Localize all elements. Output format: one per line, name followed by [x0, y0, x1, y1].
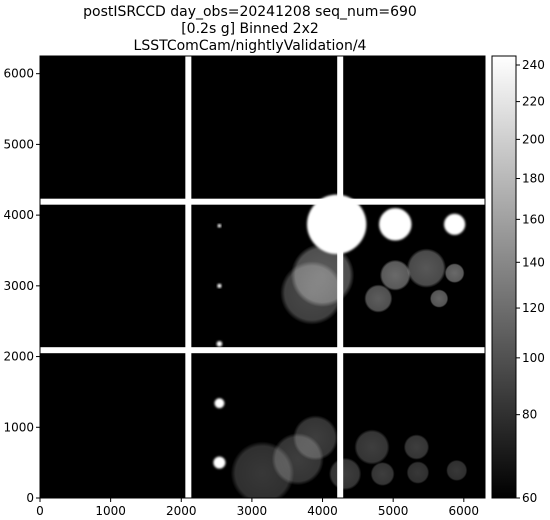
ghost-halo	[379, 259, 411, 291]
bright-source	[213, 456, 226, 469]
y-tick-label: 6000	[3, 67, 34, 81]
y-tick-label: 0	[26, 491, 34, 505]
ghost-halo	[403, 434, 430, 460]
detector-gap-horizontal	[40, 347, 485, 354]
colorbar-tick-label: 220	[522, 95, 545, 109]
colorbar-tick-label: 60	[522, 491, 537, 505]
plot-frame	[39, 55, 486, 499]
bright-source	[217, 223, 222, 228]
plot-area	[40, 56, 485, 506]
ghost-halo	[429, 289, 449, 308]
ghost-halo	[328, 457, 362, 491]
colorbar-tick-label: 120	[522, 301, 545, 315]
x-tick-label: 3000	[237, 504, 268, 518]
colorbar: 60 80 100 120 140 160 180 200 220 240	[491, 55, 545, 505]
detector-gap-horizontal	[40, 198, 485, 205]
y-tick-label: 4000	[3, 208, 34, 222]
y-tick-label: 2000	[3, 350, 34, 364]
ghost-halo	[446, 459, 468, 482]
bright-source	[217, 283, 222, 288]
chart-title-line-2: [0.2s g] Binned 2x2	[181, 21, 319, 37]
detector-gap-vertical	[185, 56, 192, 498]
bright-source	[216, 341, 223, 347]
x-tick-label: 1000	[95, 504, 126, 518]
ghost-halo	[370, 461, 395, 486]
colorbar-tick-label: 240	[522, 58, 545, 72]
x-tick-label: 2000	[166, 504, 197, 518]
colorbar-tick-label: 160	[522, 212, 545, 226]
chart-title-line-3: LSSTComCam/nightlyValidation/4	[133, 38, 367, 54]
y-tick-label: 3000	[3, 279, 34, 293]
x-tick-label: 4000	[307, 504, 338, 518]
bright-source	[307, 194, 367, 254]
ghost-halo	[364, 284, 393, 313]
ghost-halo	[354, 429, 390, 465]
x-tick-label: 6000	[449, 504, 480, 518]
ghost-halo	[406, 461, 430, 484]
colorbar-gradient	[491, 55, 517, 499]
ghost-halo	[280, 261, 344, 325]
ghost-halo	[444, 263, 465, 283]
colorbar-tick-label: 80	[522, 408, 537, 422]
colorbar-tick-label: 140	[522, 255, 545, 269]
colorbar-tick-label: 100	[522, 351, 545, 365]
bright-source	[214, 398, 225, 409]
ghost-halo	[406, 248, 447, 288]
bright-source	[444, 213, 466, 235]
chart-title-line-1: postISRCCD day_obs=20241208 seq_num=690	[83, 4, 417, 20]
y-tick-label: 5000	[3, 137, 34, 151]
colorbar-tick-label: 180	[522, 172, 545, 186]
colorbar-tick-label: 200	[522, 132, 545, 146]
bright-source	[379, 208, 412, 241]
detector-gap-vertical	[337, 56, 344, 498]
y-tick-label: 1000	[3, 420, 34, 434]
axes: 0 1000 2000 3000 4000 5000 6000 0 1000 2000 3000 40…	[3, 55, 486, 518]
x-tick-label: 0	[36, 504, 44, 518]
x-tick-label: 5000	[378, 504, 409, 518]
ghost-halo	[230, 441, 295, 506]
